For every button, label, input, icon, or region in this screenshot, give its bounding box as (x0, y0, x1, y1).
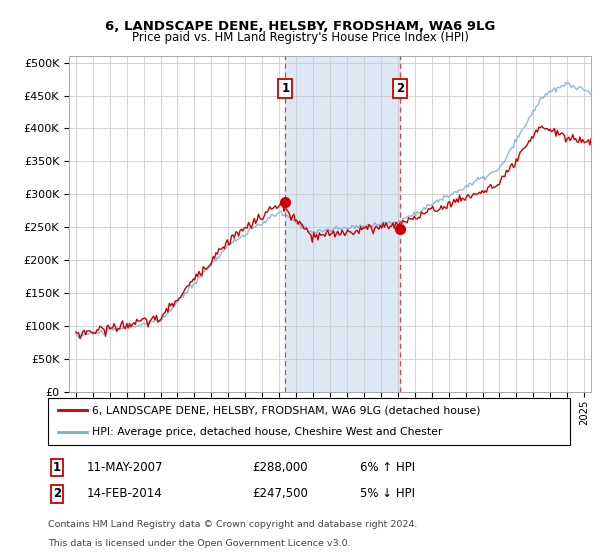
Text: Price paid vs. HM Land Registry's House Price Index (HPI): Price paid vs. HM Land Registry's House … (131, 31, 469, 44)
Text: 2: 2 (53, 487, 61, 501)
Text: This data is licensed under the Open Government Licence v3.0.: This data is licensed under the Open Gov… (48, 539, 350, 548)
Text: 14-FEB-2014: 14-FEB-2014 (87, 487, 163, 501)
Text: £247,500: £247,500 (252, 487, 308, 501)
Text: 1: 1 (53, 461, 61, 474)
Text: 6, LANDSCAPE DENE, HELSBY, FRODSHAM, WA6 9LG: 6, LANDSCAPE DENE, HELSBY, FRODSHAM, WA6… (105, 20, 495, 32)
Text: 6% ↑ HPI: 6% ↑ HPI (360, 461, 415, 474)
Bar (286, 56, 400, 392)
Text: £288,000: £288,000 (252, 461, 308, 474)
Text: 5% ↓ HPI: 5% ↓ HPI (360, 487, 415, 501)
Text: Contains HM Land Registry data © Crown copyright and database right 2024.: Contains HM Land Registry data © Crown c… (48, 520, 418, 529)
Text: 6, LANDSCAPE DENE, HELSBY, FRODSHAM, WA6 9LG (detached house): 6, LANDSCAPE DENE, HELSBY, FRODSHAM, WA6… (92, 405, 481, 416)
Text: HPI: Average price, detached house, Cheshire West and Chester: HPI: Average price, detached house, Ches… (92, 427, 443, 437)
FancyBboxPatch shape (48, 398, 570, 445)
Text: 1: 1 (281, 82, 289, 95)
Text: 11-MAY-2007: 11-MAY-2007 (87, 461, 163, 474)
Text: 2: 2 (396, 82, 404, 95)
